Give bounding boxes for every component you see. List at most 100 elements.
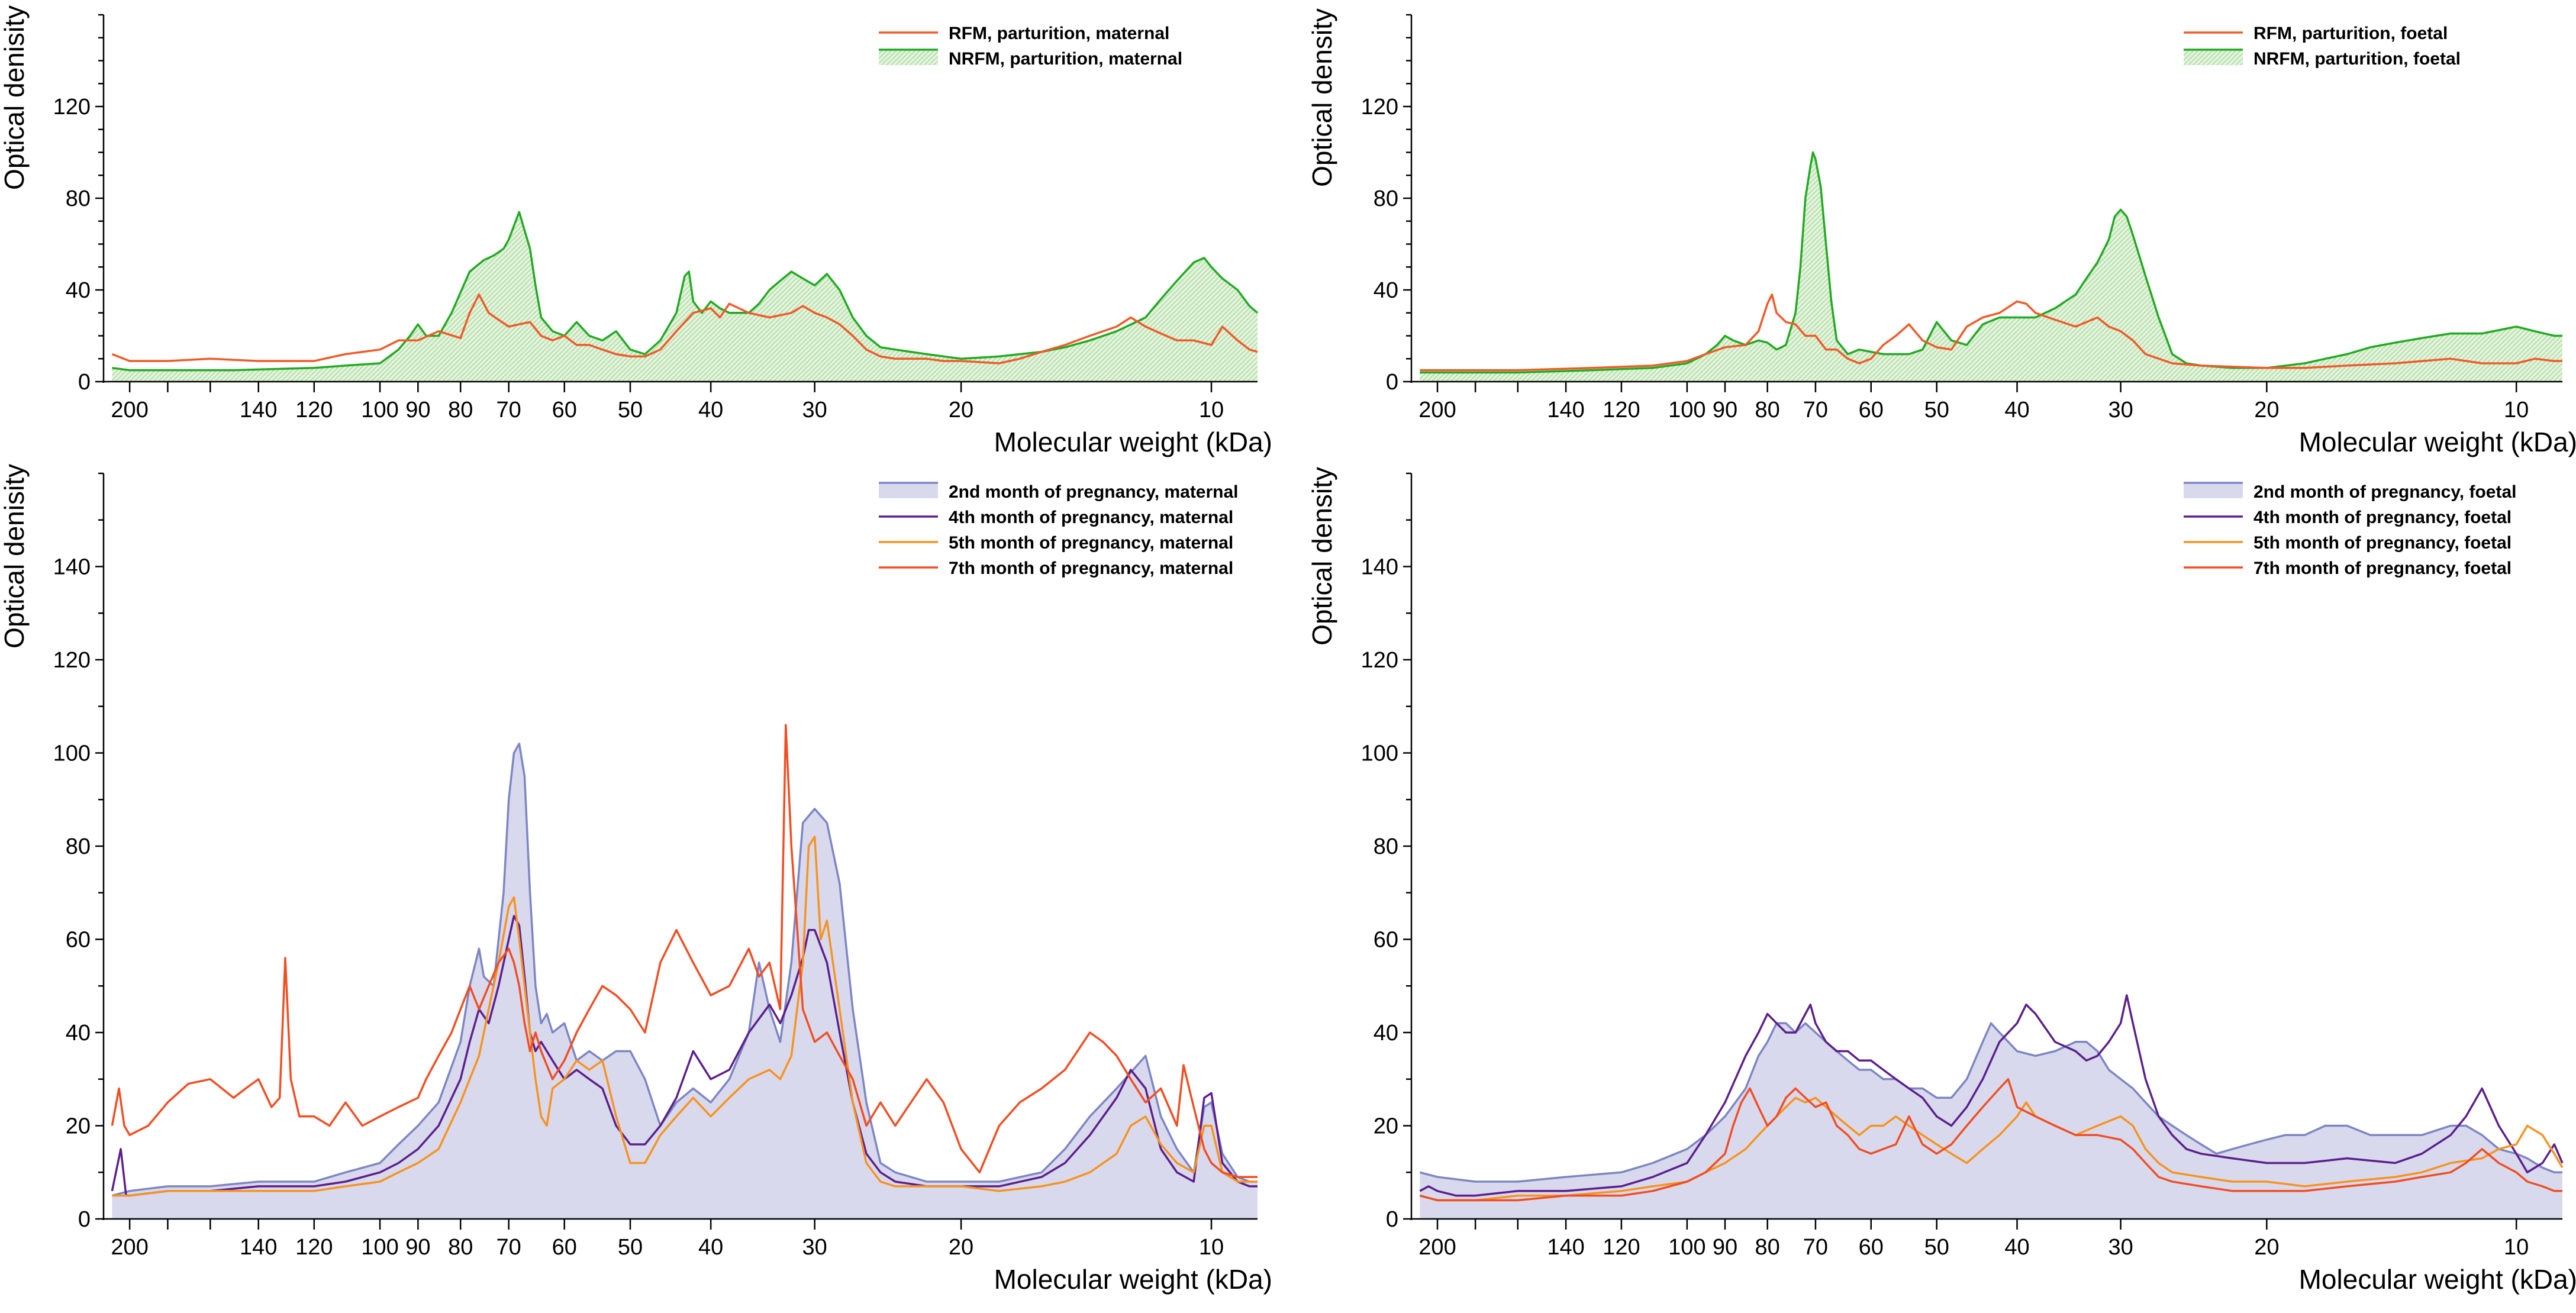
legend-label-5th-month-of-pregnancy-maternal: 5th month of pregnancy, maternal [949,533,1233,553]
y-tick-label: 140 [53,555,91,580]
series-line-rfm-parturition-maternal [111,293,1258,364]
y-tick-label: 0 [1386,1207,1398,1232]
y-tick-label: 120 [1361,648,1398,673]
x-tick-label: 100 [1668,1235,1705,1260]
chart-panel-pregnancy-foetal: 0 20 40 60 80 100 120 140 200 140 120 100 90 80 70 60 50… [1307,467,2576,1295]
x-tick-label: 30 [2108,1235,2133,1260]
chart-panel-pregnancy-maternal: 0 20 40 60 80 100 120 140 200 140 120 100 90 80 70 60 50… [0,464,1272,1295]
legend: RFM, parturition, foetal NRFM, parturitio… [2184,24,2461,69]
x-axis-title: Molecular weight (kDa) [2299,427,2576,457]
x-axis-title: Molecular weight (kDa) [994,1264,1272,1295]
x-tick-label: 20 [949,1235,973,1260]
x-tick-label: 30 [802,1235,827,1260]
series-line-7th-month-of-pregnancy-foetal [1419,1078,2562,1202]
x-tick-label: 10 [1199,1235,1224,1260]
x-tick-label: 200 [111,1235,148,1260]
chart-panel-parturition-foetal: 0 40 80 120 200 140 120 100 90 80 70 60 50 40 30 20 10 Mo… [1307,8,2576,457]
x-tick-label: 50 [618,1235,643,1260]
legend-label-7th-month-of-pregnancy-maternal: 7th month of pregnancy, maternal [949,559,1233,578]
x-tick-label: 200 [1418,1235,1456,1260]
y-tick-label: 20 [1374,1114,1398,1139]
legend: RFM, parturition, maternal NRFM, parturit… [879,24,1182,69]
legend-label-rfm-parturition-maternal: RFM, parturition, maternal [949,24,1169,43]
series-line-5th-month-of-pregnancy-maternal [112,835,1258,1197]
legend-label-4th-month-of-pregnancy-foetal: 4th month of pregnancy, foetal [2253,508,2511,527]
legend-label-2nd-month-of-pregnancy-maternal: 2nd month of pregnancy, maternal [949,482,1239,502]
x-tick-label: 120 [1603,398,1640,422]
y-axis-title: Optical denisity [0,464,30,649]
x-tick-label: 120 [1603,1235,1640,1260]
x-tick-label: 200 [1418,398,1456,422]
y-tick-label: 60 [1374,928,1398,953]
series-area-2nd-month-of-pregnancy-maternal [112,743,1258,1219]
legend-swatch-2nd-month-of-pregnancy-foetal [2184,483,2243,498]
series-line-nrfm-parturition-foetal [1420,151,2562,374]
legend-label-5th-month-of-pregnancy-foetal: 5th month of pregnancy, foetal [2253,533,2511,553]
x-tick-label: 50 [1924,398,1949,422]
legend-label-rfm-parturition-foetal: RFM, parturition, foetal [2253,24,2448,43]
y-tick-label: 20 [66,1114,91,1139]
y-tick-label: 40 [1374,1021,1398,1046]
x-tick-label: 60 [552,398,577,422]
legend: 2nd month of pregnancy, maternal 4th mont… [879,482,1239,578]
series-line-4th-month-of-pregnancy-maternal [111,915,1258,1197]
legend-label-nrfm-parturition-maternal: NRFM, parturition, maternal [949,49,1182,69]
x-tick-label: 120 [295,398,333,422]
x-tick-label: 60 [552,1235,577,1260]
x-tick-label: 70 [496,398,521,422]
x-tick-label: 80 [1755,398,1780,422]
y-axis-title: Optical density [1307,8,1337,187]
y-tick-label: 100 [1361,741,1398,766]
x-tick-label: 80 [448,1235,473,1260]
series-line-rfm-parturition-foetal [1420,293,2562,372]
x-tick-label: 80 [1755,1235,1780,1260]
y-axis-title: Optical denisity [0,5,30,190]
legend-label-7th-month-of-pregnancy-foetal: 7th month of pregnancy, foetal [2253,559,2511,578]
x-tick-label: 90 [1713,1235,1737,1260]
x-tick-label: 40 [698,1235,723,1260]
x-tick-label: 40 [2004,398,2029,422]
chart-panel-parturition-maternal: 0 40 80 120 200 140 120 100 90 80 70 60 50 40 30 20 10 Mo… [0,5,1272,457]
x-tick-label: 70 [1803,1235,1828,1260]
y-tick-label: 40 [1374,278,1398,303]
x-tick-label: 140 [1547,1235,1584,1260]
x-axis-title: Molecular weight (kDa) [994,427,1272,457]
series-line-2nd-month-of-pregnancy-foetal [1419,1022,2562,1183]
x-tick-label: 100 [361,398,398,422]
x-tick-label: 140 [240,1235,277,1260]
legend-swatch-nrfm-parturition-maternal [879,50,938,65]
x-tick-label: 90 [405,398,430,422]
legend-swatch-2nd-month-of-pregnancy-maternal [879,483,938,498]
series-area-2nd-month-of-pregnancy-foetal [1420,1023,2562,1219]
series-line-5th-month-of-pregnancy-foetal [1419,1096,2564,1202]
y-tick-label: 80 [1374,186,1398,211]
x-tick-label: 80 [448,398,473,422]
x-tick-label: 70 [1803,398,1828,422]
legend-label-2nd-month-of-pregnancy-foetal: 2nd month of pregnancy, foetal [2253,482,2516,502]
x-tick-label: 20 [949,398,973,422]
y-tick-label: 0 [78,370,91,395]
x-tick-label: 50 [1924,1235,1949,1260]
x-tick-label: 60 [1859,398,1884,422]
series-line-4th-month-of-pregnancy-foetal [1419,994,2564,1197]
x-tick-label: 10 [2504,398,2529,422]
x-tick-label: 10 [2504,1235,2529,1260]
y-tick-label: 80 [1374,834,1398,859]
x-tick-label: 20 [2254,398,2279,422]
y-tick-label: 120 [1361,95,1398,120]
x-tick-label: 140 [1547,398,1584,422]
legend-label-4th-month-of-pregnancy-maternal: 4th month of pregnancy, maternal [949,508,1233,527]
x-tick-label: 100 [361,1235,398,1260]
x-tick-label: 140 [240,398,277,422]
y-tick-label: 120 [53,648,91,673]
y-tick-label: 140 [1361,555,1398,580]
x-tick-label: 90 [405,1235,430,1260]
series-area-nrfm-parturition-maternal [112,212,1258,382]
x-tick-label: 20 [2254,1235,2279,1260]
series-area-nrfm-parturition-foetal [1420,152,2562,382]
y-tick-label: 0 [78,1207,91,1232]
y-tick-label: 80 [66,186,91,211]
series-line-2nd-month-of-pregnancy-maternal [111,743,1258,1197]
x-tick-label: 10 [1199,398,1224,422]
